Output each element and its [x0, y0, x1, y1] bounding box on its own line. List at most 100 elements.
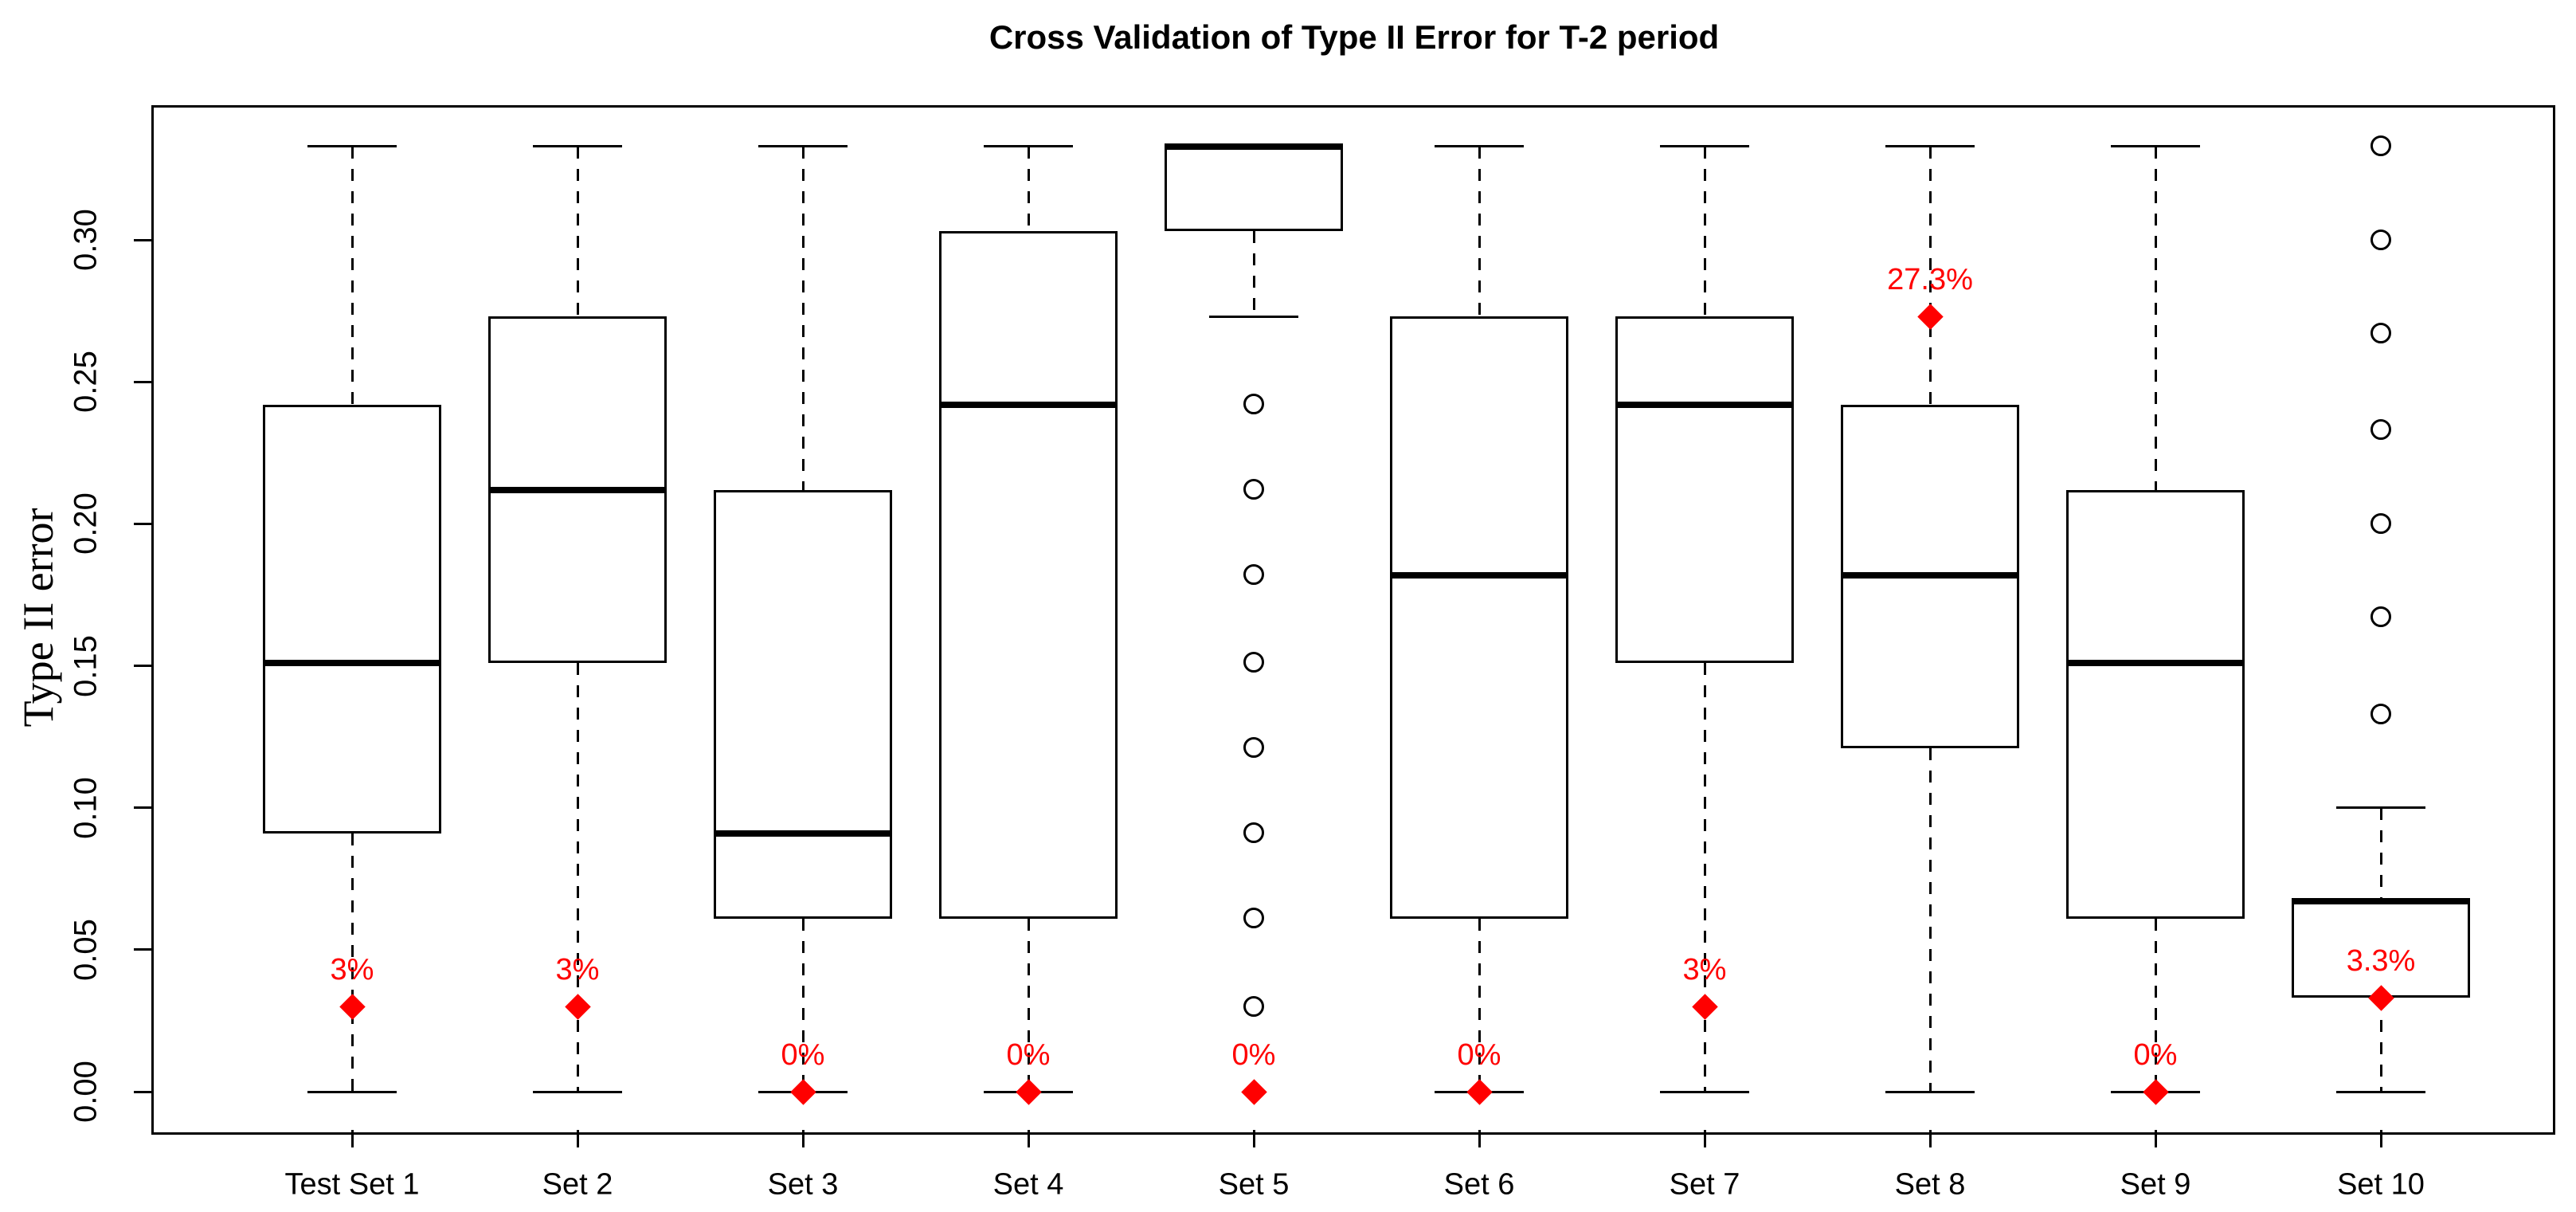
annotation-label: 27.3% [1887, 263, 1973, 297]
whisker-upper [1928, 146, 1932, 405]
median-line [2292, 898, 2470, 905]
whisker-cap-upper [2111, 145, 2200, 148]
plot-area [151, 105, 2555, 1135]
whisker-cap-upper [533, 145, 622, 148]
annotation-label: 3% [1682, 953, 1727, 987]
box [939, 231, 1118, 919]
x-tick-label: Set 4 [992, 1167, 1064, 1202]
y-tick-label: 0.20 [68, 492, 104, 555]
annotation-label: 0% [1231, 1038, 1276, 1072]
outlier-circle [1243, 908, 1264, 929]
chart-title: Cross Validation of Type II Error for T-… [989, 18, 1720, 56]
y-tick-label: 0.30 [68, 209, 104, 272]
whisker-cap-upper [984, 145, 1073, 148]
x-tick [1252, 1130, 1255, 1147]
outlier-circle [1243, 394, 1264, 415]
x-tick-label: Set 10 [2337, 1167, 2425, 1202]
whisker-upper [1027, 146, 1030, 232]
y-tick-label: 0.00 [68, 1061, 104, 1123]
y-tick [134, 238, 151, 241]
x-tick [801, 1130, 805, 1147]
annotation-label: 3% [555, 953, 600, 987]
median-line [488, 486, 667, 493]
median-line [2066, 659, 2245, 666]
whisker-upper [801, 146, 805, 490]
whisker-upper [2379, 807, 2382, 902]
x-tick [350, 1130, 354, 1147]
x-tick-label: Set 7 [1669, 1167, 1740, 1202]
x-tick [2379, 1130, 2382, 1147]
box [263, 404, 441, 833]
box [1390, 316, 1568, 919]
x-tick-label: Set 9 [2120, 1167, 2191, 1202]
y-tick [134, 948, 151, 951]
median-line [1841, 571, 2019, 579]
whisker-lower [1027, 918, 1030, 1092]
outlier-circle [2370, 703, 2391, 724]
whisker-upper [2154, 146, 2157, 490]
whisker-cap-upper [1885, 145, 1975, 148]
median-line [1390, 571, 1568, 579]
whisker-lower [1478, 918, 1481, 1092]
whisker-upper [1478, 146, 1481, 317]
x-tick-label: Set 6 [1443, 1167, 1515, 1202]
outlier-circle [2370, 323, 2391, 344]
whisker-upper [576, 146, 579, 317]
whisker-upper [350, 146, 354, 405]
whisker-lower [350, 833, 354, 1092]
x-tick-label: Set 5 [1218, 1167, 1290, 1202]
outlier-circle [1243, 995, 1264, 1017]
whisker-upper [1703, 146, 1706, 317]
annotation-label: 3% [330, 953, 374, 987]
y-tick [134, 665, 151, 668]
whisker-cap-upper [307, 145, 397, 148]
box [2066, 489, 2245, 919]
whisker-lower [2379, 998, 2382, 1092]
outlier-circle [1243, 564, 1264, 586]
outlier-circle [1243, 652, 1264, 673]
whisker-lower [1928, 747, 1932, 1092]
y-tick-label: 0.15 [68, 634, 104, 697]
whisker-cap-upper [1660, 145, 1749, 148]
whisker-cap-lower [2336, 1090, 2425, 1093]
x-tick [1703, 1130, 1706, 1147]
outlier-circle [2370, 229, 2391, 250]
whisker-lower [1703, 662, 1706, 1092]
whisker-cap-lower [1885, 1090, 1975, 1093]
median-line [263, 659, 441, 666]
whisker-lower [1252, 231, 1255, 317]
box [714, 489, 892, 919]
x-tick [576, 1130, 579, 1147]
x-tick-label: Set 8 [1894, 1167, 1966, 1202]
outlier-circle [1243, 737, 1264, 759]
annotation-label: 0% [2133, 1038, 2178, 1072]
outlier-circle [1243, 822, 1264, 844]
whisker-lower [2154, 918, 2157, 1092]
outlier-circle [2370, 419, 2391, 441]
whisker-cap-upper [1435, 145, 1524, 148]
y-tick-label: 0.05 [68, 918, 104, 981]
whisker-cap-lower [533, 1090, 622, 1093]
y-tick-label: 0.25 [68, 351, 104, 414]
y-tick [134, 806, 151, 810]
y-tick-label: 0.10 [68, 776, 104, 839]
box [1165, 146, 1343, 232]
outlier-circle [2370, 606, 2391, 628]
y-tick [134, 1090, 151, 1093]
x-tick-label: Set 3 [767, 1167, 839, 1202]
median-line [939, 401, 1118, 408]
whisker-cap-upper [758, 145, 848, 148]
whisker-cap-lower [307, 1090, 397, 1093]
y-axis-label: Type II error [14, 508, 62, 728]
annotation-label: 0% [781, 1038, 825, 1072]
box [1615, 316, 1794, 663]
x-tick-label: Set 2 [542, 1167, 613, 1202]
whisker-cap-lower [1660, 1090, 1749, 1093]
outlier-circle [2370, 512, 2391, 534]
median-line [1165, 143, 1343, 150]
median-line [714, 830, 892, 837]
x-tick [1928, 1130, 1932, 1147]
x-tick [1478, 1130, 1481, 1147]
outlier-circle [1243, 479, 1264, 500]
